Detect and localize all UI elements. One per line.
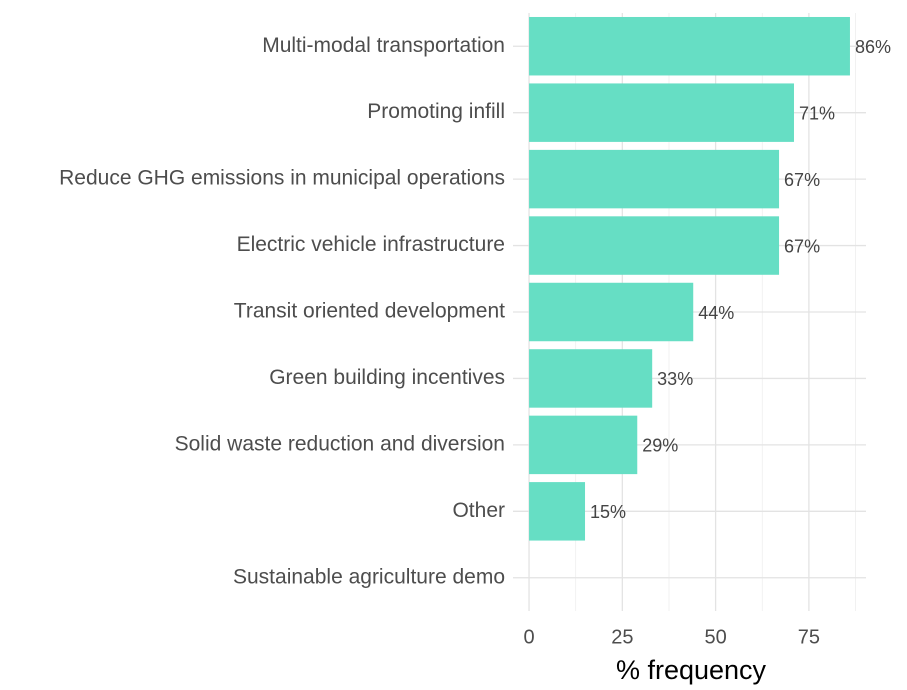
y-tick-label: Other xyxy=(452,499,505,522)
y-tick-label: Solid waste reduction and diversion xyxy=(175,432,505,455)
bar xyxy=(529,349,653,408)
bar xyxy=(529,482,586,541)
y-tick-label: Promoting infill xyxy=(367,100,505,123)
value-label: 71% xyxy=(799,103,835,123)
value-label: 67% xyxy=(784,170,820,190)
y-tick-label: Electric vehicle infrastructure xyxy=(237,233,505,256)
bar xyxy=(529,216,780,275)
value-label: 29% xyxy=(642,436,678,456)
x-tick-label: 0 xyxy=(523,626,534,648)
value-label: 33% xyxy=(657,369,693,389)
bar xyxy=(529,149,780,209)
y-tick-label: Reduce GHG emissions in municipal operat… xyxy=(59,167,505,190)
y-tick-label: Green building incentives xyxy=(269,366,505,389)
bar xyxy=(529,282,694,342)
bar xyxy=(529,415,638,475)
x-axis-title: % frequency xyxy=(616,655,767,685)
x-tick-label: 50 xyxy=(704,626,726,648)
value-label: 86% xyxy=(855,37,891,57)
x-tick-label: 75 xyxy=(798,626,820,648)
y-tick-label: Multi-modal transportation xyxy=(262,34,505,57)
value-label: 67% xyxy=(784,236,820,256)
y-tick-label: Transit oriented development xyxy=(234,300,505,323)
x-tick-label: 25 xyxy=(611,626,633,648)
value-label: 44% xyxy=(698,303,734,323)
y-tick-label: Sustainable agriculture demo xyxy=(233,565,505,588)
bar xyxy=(529,83,794,142)
bar xyxy=(529,16,850,76)
value-label: 15% xyxy=(590,502,626,522)
